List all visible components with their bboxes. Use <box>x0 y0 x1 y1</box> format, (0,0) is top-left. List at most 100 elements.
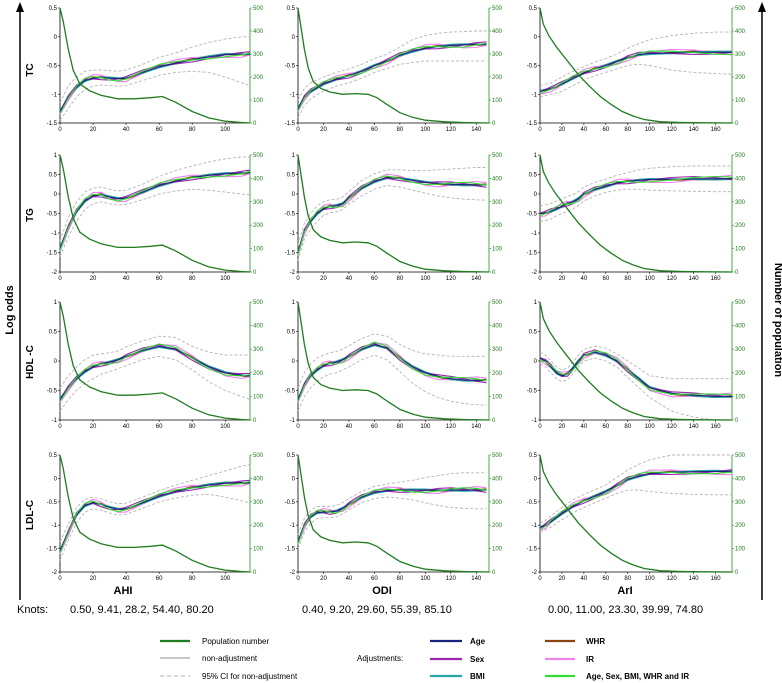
adjusted-line-whr <box>297 488 487 542</box>
y2-tick-label: 300 <box>735 500 746 506</box>
y-tick-label: 0 <box>54 476 58 482</box>
y2-tick-label: 500 <box>735 6 746 12</box>
ci-upper-line <box>297 167 487 245</box>
ci-upper-line <box>539 31 732 87</box>
y2-tick-label: 500 <box>253 453 264 459</box>
adjusted-line-all <box>297 487 487 544</box>
x-tick-label: 40 <box>346 576 353 582</box>
y-tick-label: 0.5 <box>529 173 538 179</box>
row-label-hdl: HDL -C <box>25 345 36 379</box>
y2-tick-label: 100 <box>735 247 746 253</box>
x-tick-label: 80 <box>397 276 404 282</box>
y2-tick-label: 500 <box>492 453 503 459</box>
x-tick-label: 100 <box>645 127 656 133</box>
x-tick-label: 20 <box>90 424 97 430</box>
y2-tick-label: 200 <box>492 371 503 377</box>
x-tick-label: 20 <box>320 576 327 582</box>
adjusted-line-whr <box>297 176 487 253</box>
population-line <box>59 154 251 273</box>
y2-tick-label: 100 <box>253 247 264 253</box>
y-tick-label: 0 <box>292 476 296 482</box>
adjusted-line-ir <box>59 483 251 555</box>
y2-tick-label: 0 <box>492 270 496 276</box>
y2-tick-label: 100 <box>253 98 264 104</box>
y2-tick-label: 100 <box>735 547 746 553</box>
ci-lower-line <box>59 493 251 561</box>
left-axis-arrow <box>16 2 24 600</box>
y-tick-label: -1.5 <box>285 121 296 127</box>
knots-odi: 0.40, 9.20, 29.60, 55.39, 85.10 <box>302 604 452 616</box>
adjusted-line-ir <box>297 486 487 545</box>
x-tick-label: 60 <box>156 276 163 282</box>
y-tick-label: 1 <box>534 153 538 159</box>
x-tick-label: 60 <box>602 127 609 133</box>
ci-lower-line <box>59 188 251 257</box>
x-tick-label: 0 <box>538 576 542 582</box>
x-tick-label: 120 <box>667 424 678 430</box>
y-tick-label: 0.5 <box>287 330 296 336</box>
y-tick-label: -2 <box>532 570 538 576</box>
adjusted-line-all <box>59 480 251 554</box>
y-tick-label: 0.5 <box>529 453 538 459</box>
legend-adjustments-label: Adjustments: <box>357 654 403 663</box>
y2-tick-label: 300 <box>735 200 746 206</box>
ci-lower-line <box>297 354 487 412</box>
y2-tick-label: 300 <box>735 347 746 353</box>
adjusted-line-bmi <box>59 52 251 111</box>
row-label-tc: TC <box>25 63 36 76</box>
x-tick-label: 80 <box>624 424 631 430</box>
adjusted-line-whr <box>539 470 733 529</box>
y2-axis-label: Number of population <box>772 263 782 378</box>
adjusted-line-sex <box>539 349 733 398</box>
adjusted-line-all <box>297 175 487 255</box>
population-line <box>59 7 251 124</box>
adjusted-line-age <box>59 53 250 112</box>
ci-upper-line <box>297 30 487 101</box>
ci-upper-line <box>297 333 487 388</box>
y-tick-label: -0.5 <box>47 212 58 218</box>
x-tick-label: 60 <box>371 127 378 133</box>
adjusted-line-bmi <box>539 469 733 528</box>
y2-tick-label: 300 <box>253 200 264 206</box>
panel-ldl-c-odi: -2 -1.5 -1 -0.5 0 0.5 0 100 200 300 400 500 0 20 40 60 8… <box>285 453 503 582</box>
ci-lower-line <box>539 489 732 533</box>
legend-ci: 95% CI for non-adjustment <box>202 672 298 681</box>
y-tick-label: -0.5 <box>527 212 538 218</box>
y-tick-label: -1.5 <box>527 547 538 553</box>
ci-lower-line <box>539 357 732 421</box>
y2-tick-label: 500 <box>492 300 503 306</box>
y2-tick-label: 200 <box>492 75 503 81</box>
y-tick-label: 0 <box>54 35 58 41</box>
y2-tick-label: 0 <box>253 121 257 127</box>
x-tick-label: 20 <box>90 576 97 582</box>
adjusted-line-age <box>59 482 250 552</box>
y-tick-label: -0.5 <box>285 500 296 506</box>
x-tick-label: 40 <box>346 127 353 133</box>
y2-tick-label: 100 <box>492 247 503 253</box>
population-line <box>59 301 251 421</box>
y-tick-label: 0 <box>292 359 296 365</box>
y-tick-label: 1 <box>54 300 58 306</box>
y2-tick-label: 400 <box>492 476 503 482</box>
x-tick-label: 120 <box>446 127 457 133</box>
row-label-ldl: LDL-C <box>25 500 36 530</box>
y-tick-label: 0 <box>534 476 538 482</box>
x-tick-label: 80 <box>189 576 196 582</box>
panel-ldl-c-ari: -2 -1.5 -1 -0.5 0 0.5 0 100 200 300 400 500 0 20 40 60 8… <box>527 453 746 582</box>
x-tick-label: 40 <box>123 127 130 133</box>
x-tick-label: 60 <box>156 424 163 430</box>
y2-tick-label: 200 <box>735 523 746 529</box>
y-tick-label: 0.5 <box>49 453 58 459</box>
adjusted-line-sex <box>539 175 733 215</box>
y-tick-label: 0 <box>54 359 58 365</box>
y2-tick-label: 400 <box>253 29 264 35</box>
x-tick-label: 80 <box>189 276 196 282</box>
adjusted-line-ir <box>297 43 487 112</box>
ci-upper-line <box>539 454 732 524</box>
panel-tg-odi: -2 -1.5 -1 -0.5 0 0.5 1 0 100 200 300 400 500 0 20 40 60… <box>285 153 503 282</box>
y2-tick-label: 400 <box>253 476 264 482</box>
nonadj-line <box>297 43 487 109</box>
y-tick-label: -1 <box>532 418 538 424</box>
y-tick-label: -0.5 <box>285 212 296 218</box>
